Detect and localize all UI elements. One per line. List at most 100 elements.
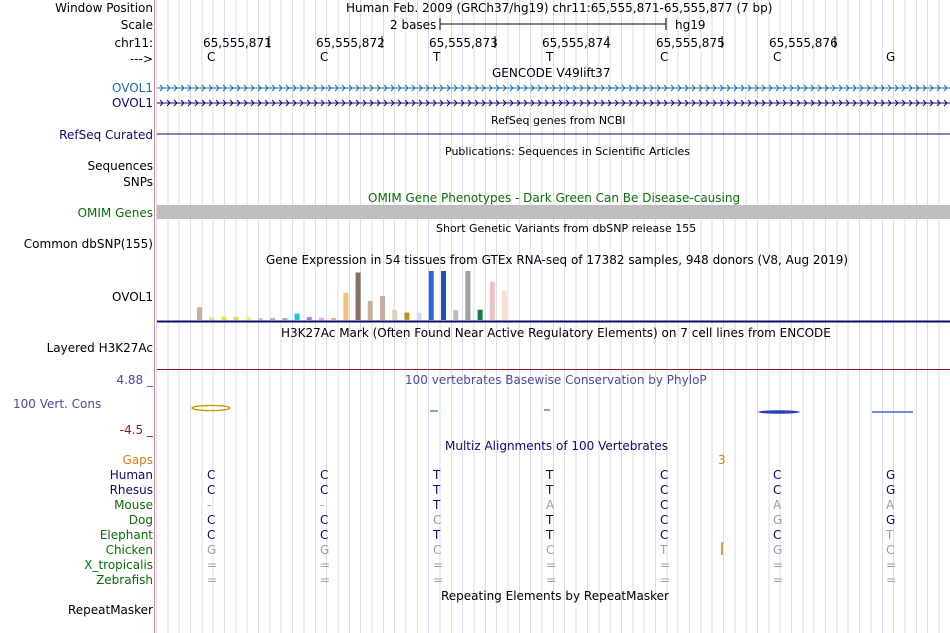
strand-chevron — [488, 99, 493, 107]
strand-chevron — [670, 84, 675, 92]
species-label[interactable]: X_tropicalis — [84, 558, 153, 572]
gtex-tissue-bar[interactable] — [441, 271, 446, 320]
reference-base: C — [320, 50, 329, 64]
strand-chevron — [628, 84, 633, 92]
species-label[interactable]: Zebrafish — [96, 573, 153, 587]
strand-chevron — [334, 99, 339, 107]
strand-chevron — [537, 99, 542, 107]
strand-chevron — [922, 99, 927, 107]
strand-chevron — [355, 84, 360, 92]
alignment-base: C — [546, 543, 555, 557]
gtex-tissue-bar[interactable] — [428, 271, 434, 320]
strand-chevron — [866, 84, 871, 92]
alignment-base: C — [207, 528, 216, 542]
alignment-base: C — [660, 468, 669, 482]
species-label[interactable]: Chicken — [105, 543, 153, 557]
snps-label[interactable]: SNPs — [123, 175, 153, 189]
reference-base: C — [773, 50, 782, 64]
gencode-gene-label-1[interactable]: OVOL1 — [112, 81, 153, 95]
strand-chevron — [747, 84, 752, 92]
omim-genes-label[interactable]: OMIM Genes — [77, 206, 153, 220]
strand-chevron — [901, 84, 906, 92]
gtex-tissue-bar[interactable] — [404, 312, 410, 320]
alignment-base: C — [207, 468, 216, 482]
alignment-base: G — [886, 483, 896, 497]
gtex-tissue-bar[interactable] — [270, 318, 276, 320]
gtex-tissue-bar[interactable] — [331, 318, 337, 320]
phylop-signal[interactable] — [191, 404, 913, 414]
strand-chevron — [201, 99, 206, 107]
gtex-tissue-bar[interactable] — [258, 318, 263, 320]
strand-chevron — [250, 84, 255, 92]
sequences-label[interactable]: Sequences — [87, 159, 153, 173]
gtex-tissue-bar[interactable] — [502, 290, 507, 320]
strand-chevron — [873, 84, 878, 92]
strand-chevron — [852, 99, 857, 107]
strand-chevron — [635, 84, 640, 92]
strand-chevron — [593, 84, 598, 92]
strand-chevron — [579, 99, 584, 107]
repeatmasker-label[interactable]: RepeatMasker — [67, 603, 153, 617]
gtex-tissue-bar[interactable] — [453, 310, 459, 320]
gtex-tissue-bar[interactable] — [465, 271, 471, 320]
gencode-transcript-2[interactable] — [157, 99, 950, 107]
strand-chevron — [495, 99, 500, 107]
strand-chevron — [824, 84, 829, 92]
strand-chevron — [929, 84, 934, 92]
chrom-label: chr11: — [114, 36, 153, 50]
species-label[interactable]: Elephant — [99, 528, 153, 542]
species-label[interactable]: Rhesus — [109, 483, 153, 497]
scale-value: 2 bases — [390, 18, 437, 32]
strand-chevron — [537, 84, 542, 92]
gtex-tissue-bar[interactable] — [233, 316, 239, 320]
gtex-tissue-bar[interactable] — [343, 292, 349, 320]
gtex-tissue-bar[interactable] — [477, 309, 483, 320]
species-label[interactable]: Human — [109, 468, 153, 482]
gtex-tissue-bar[interactable] — [319, 317, 324, 321]
species-label[interactable]: Mouse — [114, 498, 153, 512]
strand-chevron — [908, 84, 913, 92]
strand-chevron — [278, 84, 283, 92]
gtex-tissue-bar[interactable] — [355, 272, 361, 321]
gtex-tissue-bar[interactable] — [245, 317, 251, 320]
omim-gene-bar[interactable] — [157, 205, 950, 219]
gtex-bars[interactable] — [197, 271, 507, 321]
gtex-tissue-bar[interactable] — [489, 281, 495, 320]
strand-chevron — [642, 84, 647, 92]
refseq-curated-label[interactable]: RefSeq Curated — [59, 128, 153, 142]
gtex-tissue-bar[interactable] — [221, 316, 227, 320]
gtex-tissue-bar[interactable] — [392, 309, 398, 320]
gtex-gene-label[interactable]: OVOL1 — [112, 290, 153, 304]
gtex-tissue-bar[interactable] — [367, 300, 373, 320]
window-position-value[interactable]: Human Feb. 2009 (GRCh37/hg19) chr11:65,5… — [346, 1, 773, 15]
h3k27ac-label[interactable]: Layered H3K27Ac — [46, 341, 153, 355]
strand-chevron — [922, 84, 927, 92]
gtex-tissue-bar[interactable] — [306, 317, 312, 320]
strand-chevron — [159, 84, 164, 92]
gencode-gene-label-2[interactable]: OVOL1 — [112, 96, 153, 110]
strand-chevron — [887, 99, 892, 107]
strand-chevron — [698, 99, 703, 107]
phylop-label[interactable]: 100 Vert. Cons — [13, 397, 102, 411]
gencode-transcript-1[interactable] — [157, 84, 950, 92]
strand-chevron — [593, 99, 598, 107]
strand-chevron — [558, 84, 563, 92]
alignment-base: T — [433, 528, 441, 542]
alignment-base: C — [320, 468, 329, 482]
gtex-tissue-bar[interactable] — [416, 312, 422, 320]
strand-chevron — [838, 84, 843, 92]
strand-chevron — [264, 84, 269, 92]
species-label[interactable]: Dog — [128, 513, 153, 527]
gtex-tissue-bar[interactable] — [294, 313, 300, 320]
multiz-track-title: Multiz Alignments of 100 Vertebrates — [445, 439, 669, 453]
gtex-tissue-bar[interactable] — [209, 317, 215, 321]
gtex-tissue-bar[interactable] — [197, 307, 202, 320]
strand-chevron — [740, 99, 745, 107]
dbsnp-label[interactable]: Common dbSNP(155) — [23, 237, 153, 251]
strand-chevron — [859, 84, 864, 92]
strand-chevron — [845, 84, 850, 92]
strand-chevron — [649, 99, 654, 107]
gtex-tissue-bar[interactable] — [380, 296, 385, 320]
gtex-tissue-bar[interactable] — [282, 318, 288, 320]
strand-chevron — [397, 99, 402, 107]
